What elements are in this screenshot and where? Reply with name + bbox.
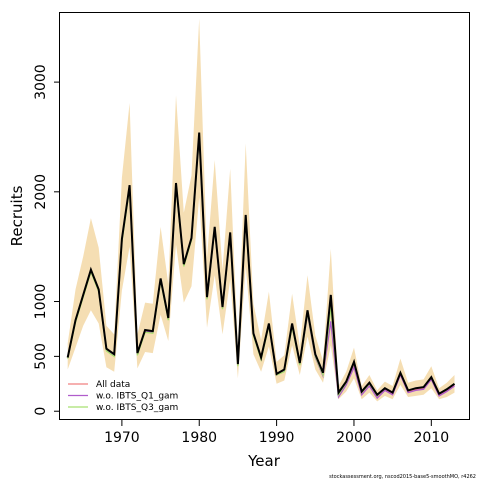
confidence-band-layer: [67, 18, 455, 402]
y-tick-label: 0: [33, 407, 49, 416]
legend-label: w.o. IBTS_Q3_gam: [96, 403, 178, 413]
x-tick-label: 2000: [336, 430, 372, 446]
x-tick-label: 1970: [104, 430, 140, 446]
y-tick-label: 500: [33, 343, 49, 370]
y-tick-label: 3000: [33, 64, 49, 100]
y-tick-label: 1000: [33, 284, 49, 320]
y-axis: 0 500 1000 2000 3000: [33, 64, 60, 416]
confidence-band: [67, 18, 455, 402]
series-layer: [66, 132, 456, 400]
y-axis-title: Recruits: [8, 185, 26, 246]
legend-label: w.o. IBTS_Q1_gam: [96, 392, 178, 402]
x-tick-label: 1980: [181, 430, 217, 446]
plot-frame: [59, 12, 470, 420]
x-tick-label: 2010: [414, 430, 450, 446]
x-axis: 1970 1980 1990 2000 2010: [104, 420, 449, 446]
footnote: stockassessment.org, nscod2015-base5-smo…: [329, 474, 476, 480]
x-axis-title: Year: [247, 452, 281, 470]
y-tick-label: 2000: [33, 174, 49, 210]
x-tick-label: 1990: [259, 430, 295, 446]
legend-label: All data: [96, 380, 130, 390]
estimate-line: [66, 132, 456, 397]
